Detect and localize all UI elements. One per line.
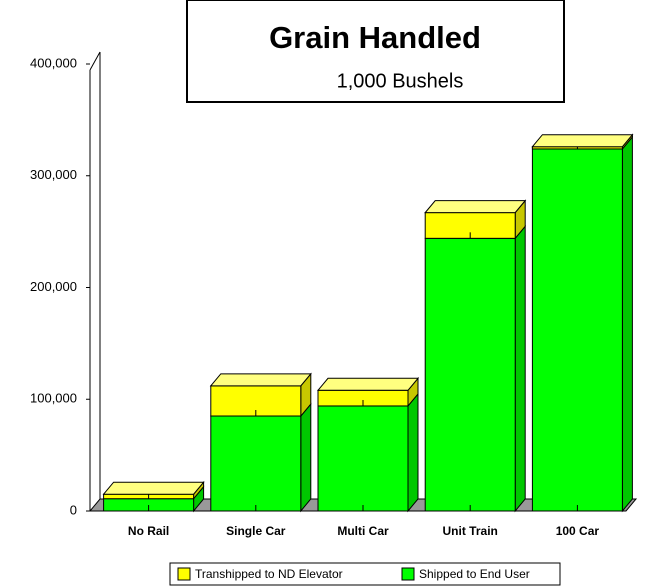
y-tick-label: 200,000 (30, 279, 77, 294)
title-box (186, 0, 565, 103)
y-tick-label: 0 (70, 502, 77, 517)
legend-swatch (177, 567, 191, 581)
bar-side (407, 392, 419, 513)
bar-side (621, 135, 633, 513)
bar-side (514, 224, 526, 513)
x-tick-label: Unit Train (443, 524, 498, 538)
bar-segment (210, 415, 302, 512)
y-tick-label: 100,000 (30, 391, 77, 406)
x-tick-label: No Rail (128, 524, 169, 538)
chart-title: Grain Handled (269, 20, 481, 55)
legend-label: Transhipped to ND Elevator (195, 567, 343, 581)
x-tick-label: Multi Car (337, 524, 389, 538)
y-tick-label: 300,000 (30, 167, 77, 182)
legend-label: Shipped to End User (419, 567, 530, 581)
x-tick-label: Single Car (226, 524, 286, 538)
x-tick-label: 100 Car (556, 524, 600, 538)
bar-segment (531, 148, 623, 512)
bar-side (300, 402, 312, 513)
bar-top (531, 134, 634, 148)
wall-edge (89, 51, 101, 71)
bar-segment (317, 405, 409, 512)
legend-swatch (401, 567, 415, 581)
plot (102, 133, 634, 513)
bar-top (316, 377, 420, 391)
bar-top (424, 200, 527, 214)
bar-top (102, 481, 205, 495)
chart-subtitle: 1,000 Bushels (337, 70, 464, 92)
y-tick-label: 400,000 (30, 55, 77, 70)
bar-top (209, 373, 312, 387)
legend-box (169, 562, 561, 586)
bar-segment (424, 237, 516, 512)
